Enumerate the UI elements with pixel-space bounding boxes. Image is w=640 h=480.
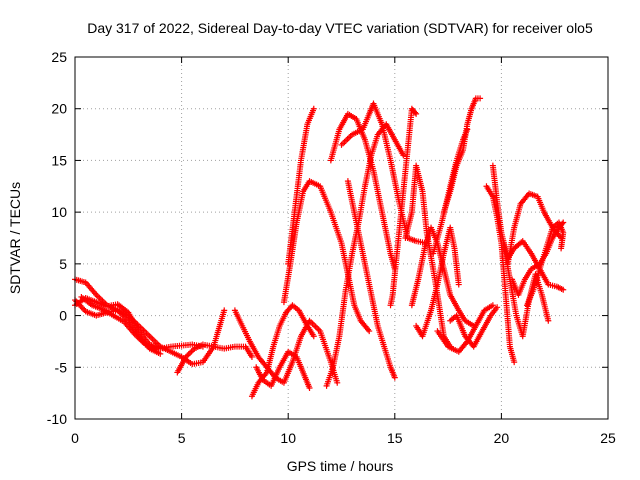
data-point xyxy=(188,348,195,355)
data-point xyxy=(310,333,317,340)
data-point xyxy=(157,350,164,357)
x-tick-label: 10 xyxy=(280,430,296,446)
series-track-28 xyxy=(523,219,567,309)
data-point xyxy=(221,307,228,314)
data-point xyxy=(412,109,419,116)
axis-ticks xyxy=(74,56,609,420)
y-tick-labels: -10 -5 0 5 10 15 20 25 xyxy=(47,49,67,427)
data-point xyxy=(185,351,192,358)
y-axis-label: SDTVAR / TECUs xyxy=(7,182,23,294)
data-point xyxy=(248,353,255,360)
data-point xyxy=(545,317,552,324)
data-point xyxy=(187,349,194,356)
y-tick-label: 0 xyxy=(59,308,67,324)
series-track-13 xyxy=(338,100,430,247)
data-point xyxy=(477,95,484,102)
x-tick-label: 25 xyxy=(600,430,616,446)
series-track-4 xyxy=(78,293,160,353)
data-point xyxy=(153,346,160,353)
x-tick-labels: 0 5 10 15 20 25 xyxy=(71,430,616,446)
series-track-17 xyxy=(408,224,477,329)
y-tick-label: 20 xyxy=(51,101,67,117)
data-point xyxy=(310,105,317,112)
data-point xyxy=(306,384,313,391)
x-tick-label: 0 xyxy=(71,430,79,446)
series-track-18 xyxy=(413,224,462,340)
x-tick-label: 20 xyxy=(494,430,510,446)
series-track-22 xyxy=(447,304,501,350)
series-track-14 xyxy=(344,178,398,381)
data-point xyxy=(511,359,518,366)
y-tick-label: -5 xyxy=(55,359,68,375)
series-track-1 xyxy=(72,276,228,368)
y-tick-label: 15 xyxy=(51,152,67,168)
series-track-15 xyxy=(387,105,420,309)
data-markers xyxy=(72,95,567,400)
x-tick-label: 5 xyxy=(178,430,186,446)
chart-title: Day 317 of 2022, Sidereal Day-to-day VTE… xyxy=(87,20,593,36)
data-point xyxy=(560,286,567,293)
series-track-23 xyxy=(483,183,518,366)
y-tick-label: 5 xyxy=(59,256,67,272)
data-point xyxy=(391,374,398,381)
series-track-3 xyxy=(72,297,164,357)
grid-lines xyxy=(75,57,608,419)
y-tick-label: 25 xyxy=(51,49,67,65)
data-point xyxy=(366,328,373,335)
data-point xyxy=(400,152,407,159)
series-track-10 xyxy=(285,105,317,267)
data-point xyxy=(334,379,341,386)
y-tick-label: 10 xyxy=(51,204,67,220)
series-track-6 xyxy=(231,307,341,386)
series-track-8 xyxy=(253,348,313,391)
data-point xyxy=(413,110,420,117)
series-track-5 xyxy=(174,341,255,376)
y-tick-label: -10 xyxy=(47,411,67,427)
x-axis-label: GPS time / hours xyxy=(287,458,394,474)
series-track-20 xyxy=(440,95,484,216)
data-point xyxy=(455,281,462,288)
x-tick-label: 15 xyxy=(387,430,403,446)
plot-frame xyxy=(74,56,609,420)
data-point xyxy=(558,245,565,252)
data-point xyxy=(489,302,496,309)
data-point xyxy=(494,304,501,311)
